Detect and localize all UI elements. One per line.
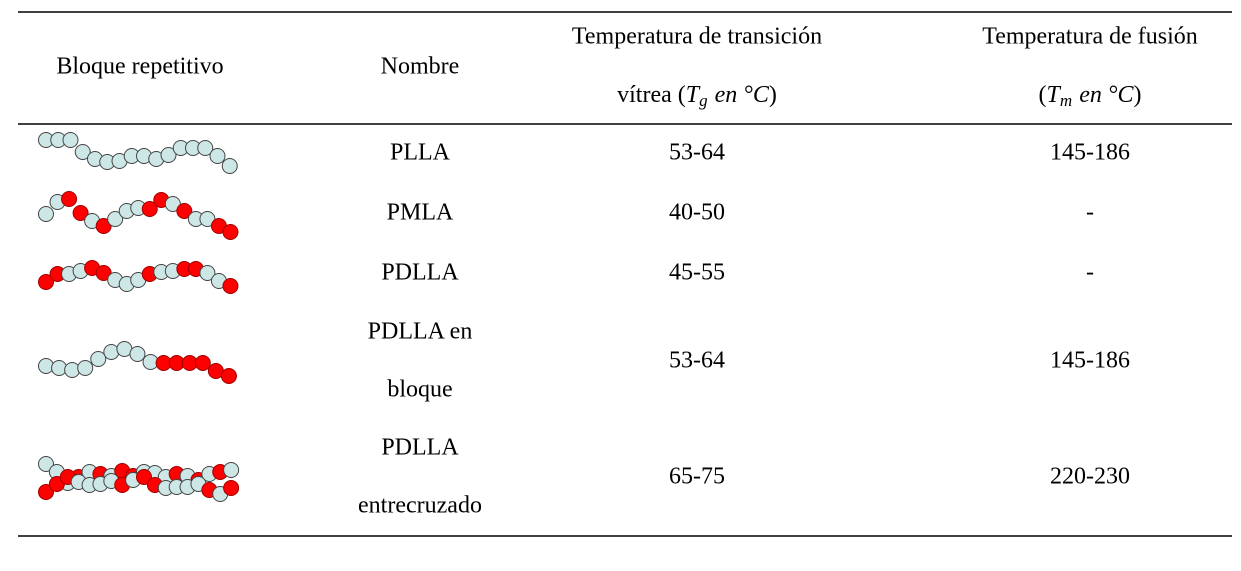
bead — [64, 362, 81, 378]
bead — [38, 484, 54, 500]
tg-cell: 40-50 — [669, 200, 725, 226]
header-cell: Nombre — [381, 54, 460, 80]
header-cell: Temperatura de fusión — [982, 24, 1198, 50]
bead — [129, 346, 146, 362]
tg-cell: 45-55 — [669, 260, 725, 286]
bead — [72, 205, 89, 221]
bead — [194, 355, 211, 371]
bead — [38, 456, 54, 472]
bead — [222, 278, 239, 294]
bead — [38, 274, 54, 290]
bead — [61, 191, 78, 207]
name-cell: bloque — [387, 377, 452, 403]
bead — [199, 265, 216, 281]
name-cell: PDLLA — [381, 435, 459, 461]
bead — [141, 201, 158, 217]
tm-cell: 220-230 — [1050, 464, 1130, 490]
bead — [222, 224, 239, 240]
bead — [220, 368, 237, 384]
header-cell: Bloque repetitivo — [56, 54, 223, 80]
bead — [176, 203, 193, 219]
bead — [51, 360, 68, 376]
bead — [107, 211, 124, 227]
header-cell: (Tm en °C) — [1039, 82, 1142, 110]
bead — [221, 158, 238, 174]
name-cell: PMLA — [387, 200, 454, 226]
name-cell: PLLA — [390, 140, 451, 166]
tg-cell: 53-64 — [669, 140, 725, 166]
header-cell: vítrea (Tg en °C) — [617, 82, 777, 110]
bead — [223, 480, 240, 496]
bead — [38, 358, 54, 374]
tm-cell: 145-186 — [1050, 348, 1130, 374]
name-cell: entrecruzado — [358, 493, 482, 519]
bead — [95, 265, 112, 281]
bead — [95, 218, 112, 234]
bead — [38, 206, 54, 222]
bead — [74, 144, 91, 160]
bead — [136, 469, 152, 485]
bead — [209, 148, 226, 164]
name-cell: PDLLA en — [368, 319, 473, 345]
bead — [164, 196, 181, 212]
header-cell: Temperatura de transición — [572, 24, 822, 50]
bead — [77, 360, 94, 376]
name-cell: PDLLA — [381, 260, 459, 286]
bead — [160, 147, 177, 163]
bead — [197, 140, 214, 156]
tm-cell: - — [1086, 260, 1094, 286]
bead — [90, 351, 107, 367]
bead — [223, 462, 240, 478]
tm-cell: 145-186 — [1050, 140, 1130, 166]
bead — [199, 211, 216, 227]
tg-cell: 53-64 — [669, 348, 725, 374]
bead — [62, 132, 79, 148]
tm-cell: - — [1086, 200, 1094, 226]
tg-cell: 65-75 — [669, 464, 725, 490]
bead — [103, 344, 120, 360]
